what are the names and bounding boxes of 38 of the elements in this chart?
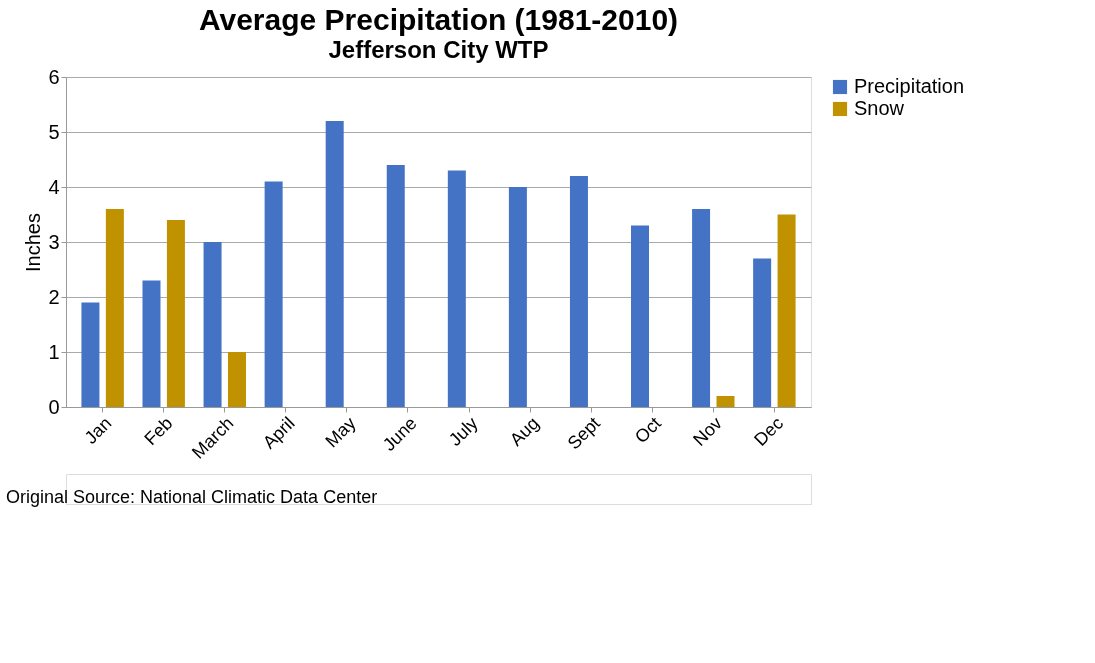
bar xyxy=(386,165,405,407)
bar xyxy=(142,280,161,407)
x-tick-label: Jan xyxy=(80,413,116,448)
bar xyxy=(105,209,124,407)
x-tick-label: Feb xyxy=(140,413,177,450)
y-axis-title: Inches xyxy=(22,213,45,272)
y-tick-label: 4 xyxy=(48,175,60,198)
bar xyxy=(569,176,588,407)
y-tick-label: 2 xyxy=(48,285,60,308)
bar xyxy=(631,225,650,407)
x-tick-label: May xyxy=(321,413,360,452)
bar xyxy=(692,209,711,407)
bar xyxy=(508,187,527,407)
x-tick-label: Aug xyxy=(506,413,543,450)
chart-subtitle: Jefferson City WTP xyxy=(328,36,549,63)
y-tick-label: 6 xyxy=(48,65,60,88)
bar xyxy=(777,214,796,407)
y-tick-label: 0 xyxy=(48,395,60,418)
x-tick-label: July xyxy=(444,413,482,450)
legend-label: Precipitation xyxy=(854,75,965,97)
y-tick-label: 5 xyxy=(48,120,60,143)
bar xyxy=(81,302,100,407)
x-tick-label: Oct xyxy=(631,413,665,448)
bar xyxy=(716,396,735,407)
bar xyxy=(325,121,344,407)
bar xyxy=(203,242,222,407)
x-tick-label: Nov xyxy=(689,413,727,450)
chart-title: Average Precipitation (1981-2010) xyxy=(198,3,679,36)
legend-label: Snow xyxy=(854,97,905,119)
bar xyxy=(753,258,772,407)
y-tick-label: 3 xyxy=(48,230,60,253)
x-tick-label: Dec xyxy=(750,413,788,450)
bar xyxy=(227,352,246,407)
bar xyxy=(447,170,466,407)
text: Original Source: National Climatic Data Center xyxy=(6,487,378,507)
bar xyxy=(264,181,283,407)
y-tick-label: 1 xyxy=(48,340,60,363)
bar xyxy=(166,220,185,407)
